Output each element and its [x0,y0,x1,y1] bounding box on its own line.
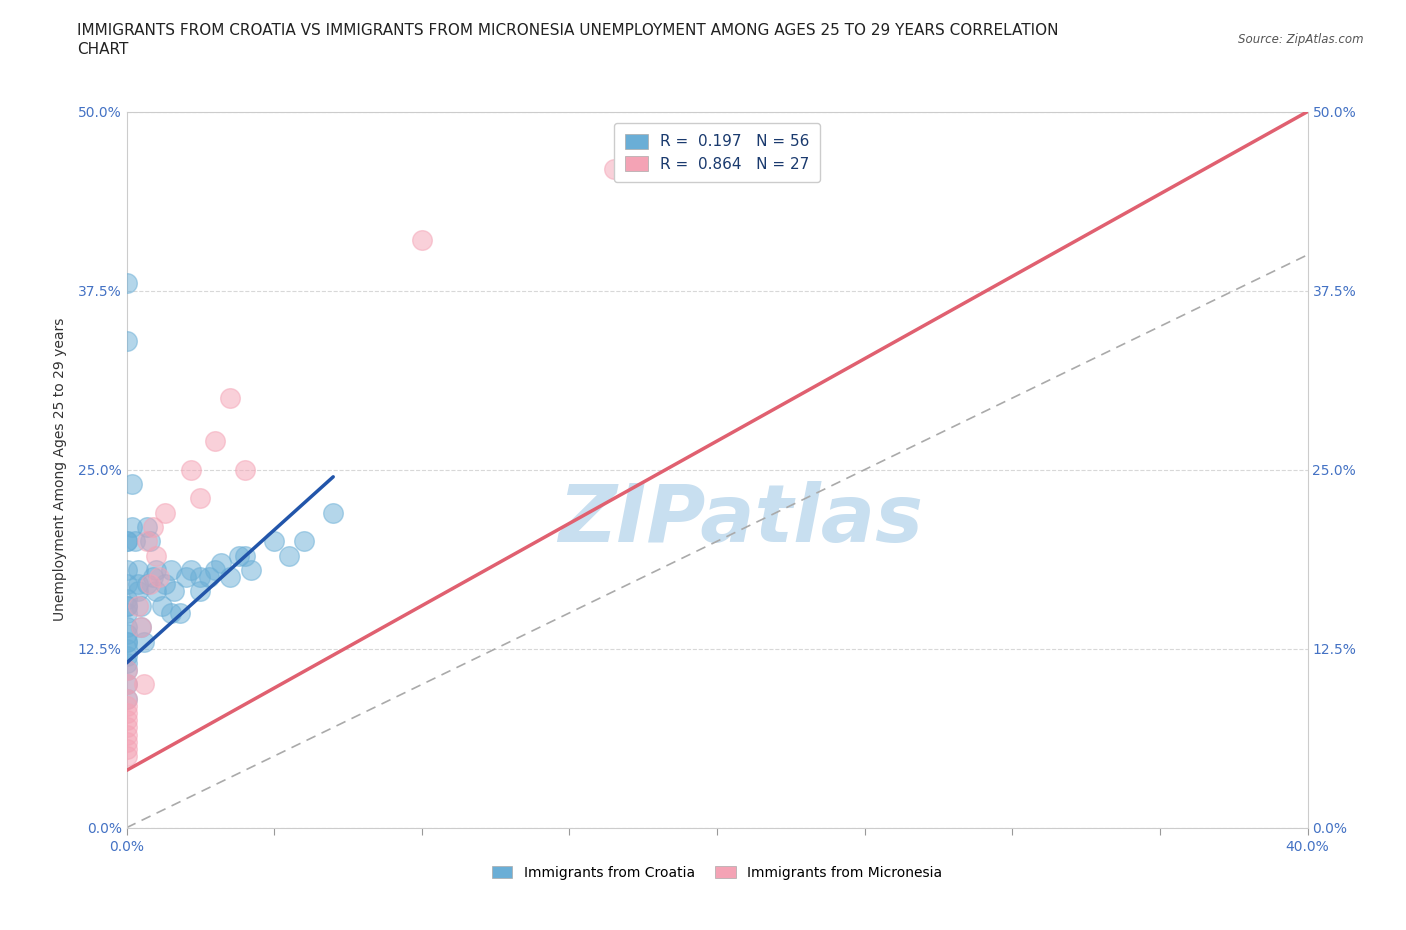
Point [278,548,301,563]
Point [115,634,138,649]
Point [121,520,143,535]
Point [127,584,149,599]
Point [134,677,156,692]
Point [115,691,138,706]
Point [115,663,138,678]
Point [115,598,138,613]
Point [292,534,315,549]
Point [115,534,138,549]
Point [115,605,138,620]
Point [115,735,138,750]
Point [180,462,202,477]
Point [603,162,626,177]
Point [136,520,159,535]
Text: IMMIGRANTS FROM CROATIA VS IMMIGRANTS FROM MICRONESIA UNEMPLOYMENT AMONG AGES 25: IMMIGRANTS FROM CROATIA VS IMMIGRANTS FR… [77,23,1059,38]
Point [115,663,138,678]
Point [115,648,138,663]
Point [198,569,221,585]
Point [204,563,226,578]
Point [115,627,138,642]
Point [115,591,138,606]
Point [139,577,162,591]
Point [169,605,191,620]
Point [188,569,212,585]
Point [115,677,138,692]
Point [228,548,250,563]
Point [263,534,285,549]
Point [129,619,153,634]
Point [145,548,167,563]
Point [204,433,226,448]
Point [411,233,433,248]
Point [219,391,242,405]
Point [127,577,149,591]
Point [121,476,143,491]
Point [115,598,138,613]
Point [139,534,162,549]
Point [188,491,212,506]
Point [115,691,138,706]
Point [115,656,138,671]
Point [239,563,262,578]
Point [163,584,186,599]
Point [160,605,183,620]
Point [134,634,156,649]
Point [180,563,202,578]
Point [233,462,256,477]
Point [142,520,165,535]
Point [115,712,138,727]
Point [115,741,138,756]
Point [136,534,159,549]
Point [115,698,138,713]
Point [153,577,176,591]
Point [127,598,149,613]
Point [115,727,138,742]
Point [174,569,197,585]
Point [188,584,212,599]
Point [129,619,153,634]
Point [115,677,138,692]
Legend: Immigrants from Croatia, Immigrants from Micronesia: Immigrants from Croatia, Immigrants from… [486,860,948,885]
Point [115,577,138,591]
Point [148,569,170,585]
Point [142,569,165,585]
Point [219,569,242,585]
Text: CHART: CHART [77,42,129,57]
Point [145,563,167,578]
Point [124,534,146,549]
Y-axis label: Unemployment Among Ages 25 to 29 years: Unemployment Among Ages 25 to 29 years [52,318,66,621]
Point [115,749,138,764]
Point [160,563,183,578]
Point [115,563,138,578]
Point [115,276,138,291]
Point [127,563,149,578]
Text: Source: ZipAtlas.com: Source: ZipAtlas.com [1239,33,1364,46]
Point [115,634,138,649]
Point [115,333,138,348]
Point [129,598,153,613]
Text: ZIPatlas: ZIPatlas [558,481,924,559]
Point [150,598,173,613]
Point [115,534,138,549]
Point [136,577,159,591]
Point [115,642,138,657]
Point [115,706,138,721]
Point [209,555,232,570]
Point [115,720,138,735]
Point [145,584,167,599]
Point [322,505,344,520]
Point [233,548,256,563]
Point [153,505,176,520]
Point [115,619,138,634]
